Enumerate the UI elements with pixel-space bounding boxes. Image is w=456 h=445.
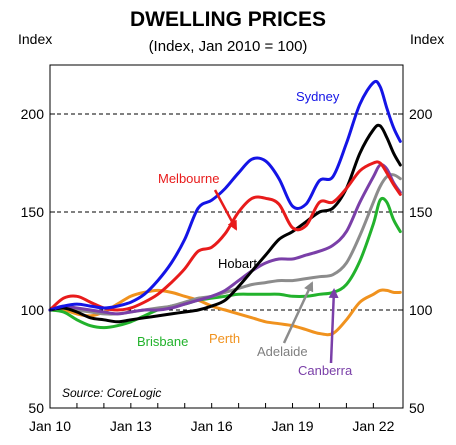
- series-label-adelaide: Adelaide: [257, 344, 308, 359]
- arrow-adelaide: [282, 281, 314, 344]
- y-tick-label-left-200: 200: [21, 106, 45, 122]
- y-tick-label-right-200: 200: [409, 106, 433, 122]
- series-line-hobart: [48, 123, 402, 324]
- series-label-melbourne: Melbourne: [158, 171, 219, 186]
- x-tick-label-jan-22: Jan 22: [352, 418, 394, 434]
- y-tick-label-left-100: 100: [21, 302, 45, 318]
- plot-frame: [49, 64, 404, 409]
- chart-title: DWELLING PRICES: [130, 8, 326, 31]
- series-label-hobart: Hobart: [218, 256, 257, 271]
- x-tick-label-jan-19: Jan 19: [271, 418, 313, 434]
- y-tick-label-left-50: 50: [28, 400, 44, 416]
- series-lines: [48, 79, 402, 337]
- y-tick-label-right-150: 150: [409, 204, 433, 220]
- series-labels: Sydney Melbourne Hobart Adelaide Canberra Bri…: [137, 89, 353, 378]
- source-note: Source: CoreLogic: [62, 386, 161, 400]
- arrow-canberra: [328, 288, 339, 364]
- series-label-canberra: Canberra: [298, 363, 353, 378]
- series-label-brisbane: Brisbane: [137, 334, 188, 349]
- series-line-melbourne: [48, 160, 402, 312]
- y-tick-label-right-50: 50: [409, 400, 425, 416]
- label-arrows: [213, 189, 339, 364]
- y-tick-label-left-150: 150: [21, 204, 45, 220]
- series-line-brisbane: [48, 196, 402, 330]
- series-line-adelaide: [48, 173, 402, 316]
- x-tick-label-jan-13: Jan 13: [110, 418, 152, 434]
- series-label-sydney: Sydney: [296, 89, 340, 104]
- y-axis-label-left: Index: [18, 31, 52, 47]
- y-axis-label-right: Index: [410, 31, 444, 47]
- axis-tick-labels: 50 50 100 100 150 150 200 200 Jan 10 Jan 13 Jan 16…: [21, 106, 433, 434]
- series-line-sydney: [48, 79, 402, 312]
- chart-subtitle: (Index, Jan 2010 = 100): [149, 38, 308, 55]
- y-tick-label-right-100: 100: [409, 302, 433, 318]
- x-tick-label-jan-16: Jan 16: [191, 418, 233, 434]
- series-label-perth: Perth: [209, 331, 240, 346]
- x-tick-label-jan-10: Jan 10: [29, 418, 71, 434]
- arrow-melbourne: [213, 189, 238, 231]
- series-line-canberra: [48, 163, 402, 316]
